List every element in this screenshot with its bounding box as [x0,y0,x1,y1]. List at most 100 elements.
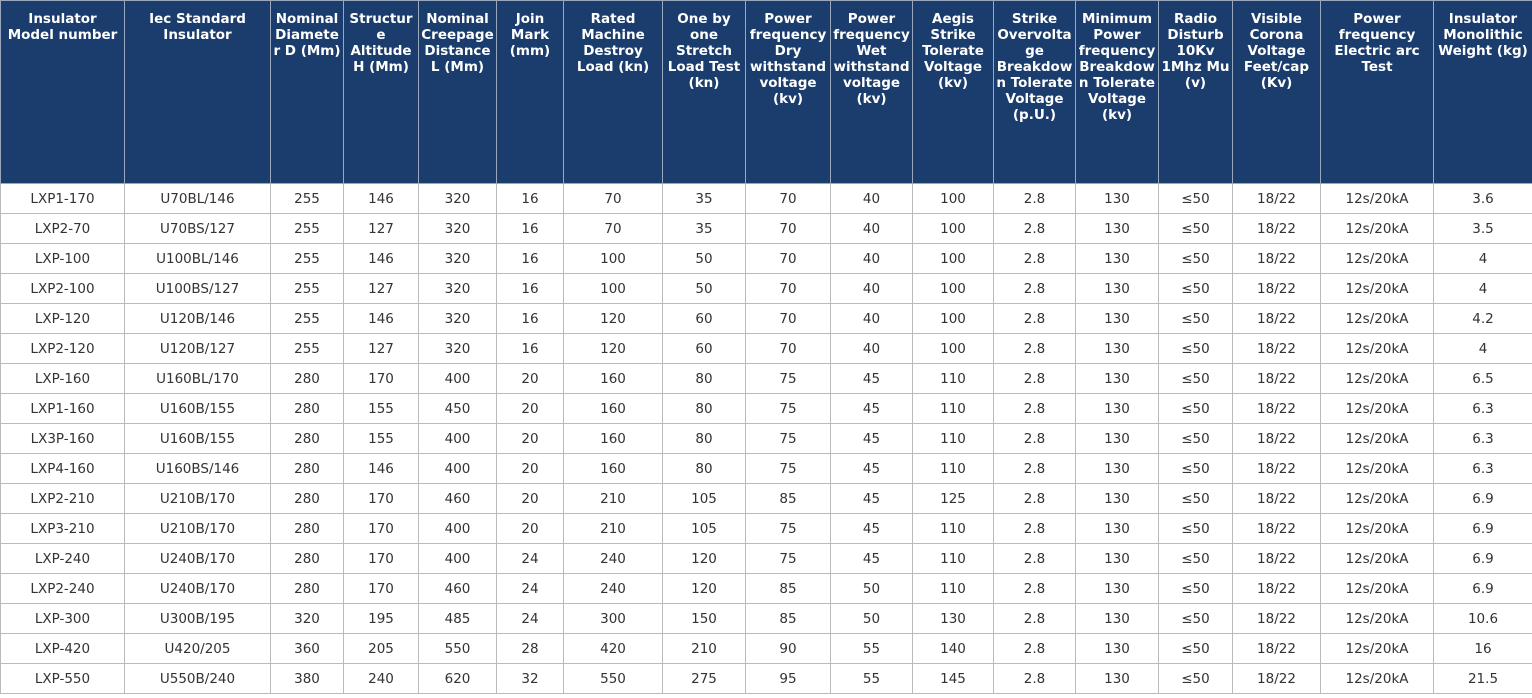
table-cell: ≤50 [1158,213,1233,244]
column-header: Aegis Strike Tolerate Voltage (kv) [912,0,994,184]
table-cell: U420/205 [124,633,271,664]
table-cell: 2.8 [993,363,1076,394]
table-cell: LXP2-240 [0,573,125,604]
table-cell: 55 [830,633,913,664]
table-cell: 130 [1075,183,1159,214]
table-cell: 550 [418,633,497,664]
table-cell: 18/22 [1232,303,1321,334]
table-row: LXP1-170 U70BL/146 255 146 320 16 70 35 70 40 100 2… [0,183,1532,214]
table-row: LXP-420 U420/205 360 205 550 28 420 210 90 55 140 2… [0,633,1532,664]
table-cell: 12s/20kA [1320,273,1434,304]
table-cell: 130 [1075,483,1159,514]
table-cell: 18/22 [1232,393,1321,424]
table-cell: ≤50 [1158,513,1233,544]
table-cell: U120B/146 [124,303,271,334]
table-cell: LXP2-210 [0,483,125,514]
table-cell: 70 [563,183,663,214]
column-header: Power frequency Electric arc Test [1320,0,1434,184]
table-cell: 3.6 [1433,183,1532,214]
table-cell: 485 [418,603,497,634]
table-cell: 32 [496,663,564,694]
table-cell: 400 [418,513,497,544]
table-cell: 100 [912,183,994,214]
table-cell: ≤50 [1158,573,1233,604]
table-cell: ≤50 [1158,633,1233,664]
table-cell: 20 [496,393,564,424]
table-cell: ≤50 [1158,453,1233,484]
column-header: Strike Overvoltage Breakdown Tolerate Vo… [993,0,1076,184]
table-cell: 40 [830,333,913,364]
table-cell: 100 [912,273,994,304]
table-row: LXP-160 U160BL/170 280 170 400 20 160 80 75 45 110… [0,363,1532,394]
table-cell: 85 [745,483,831,514]
table-cell: 280 [270,573,344,604]
table-cell: 2.8 [993,573,1076,604]
table-cell: 130 [1075,213,1159,244]
table-cell: 240 [563,573,663,604]
table-cell: 146 [343,453,419,484]
table-cell: U210B/170 [124,483,271,514]
table-cell: 170 [343,543,419,574]
table-cell: 2.8 [993,483,1076,514]
table-cell: U300B/195 [124,603,271,634]
table-cell: 210 [563,513,663,544]
table-cell: 12s/20kA [1320,483,1434,514]
table-cell: 320 [418,303,497,334]
table-cell: 50 [830,603,913,634]
table-cell: 12s/20kA [1320,333,1434,364]
table-cell: 6.9 [1433,543,1532,574]
table-cell: 12s/20kA [1320,303,1434,334]
table-cell: 130 [1075,543,1159,574]
table-cell: 4 [1433,243,1532,274]
table-cell: 45 [830,363,913,394]
table-row: LXP-550 U550B/240 380 240 620 32 550 275 95 55 145… [0,663,1532,694]
table-cell: 2.8 [993,513,1076,544]
table-cell: U120B/127 [124,333,271,364]
table-cell: 12s/20kA [1320,183,1434,214]
table-cell: 2.8 [993,423,1076,454]
table-cell: 18/22 [1232,273,1321,304]
table-cell: 70 [745,183,831,214]
table-cell: 110 [912,573,994,604]
table-cell: 70 [563,213,663,244]
table-cell: 130 [1075,633,1159,664]
table-cell: 2.8 [993,303,1076,334]
column-header: Power frequency Dry withstand voltage (k… [745,0,831,184]
table-cell: 16 [496,273,564,304]
table-cell: 18/22 [1232,573,1321,604]
table-cell: 320 [418,213,497,244]
table-cell: LXP-550 [0,663,125,694]
table-cell: 12s/20kA [1320,573,1434,604]
table-cell: 380 [270,663,344,694]
table-cell: 45 [830,453,913,484]
table-cell: 255 [270,303,344,334]
table-cell: LXP-420 [0,633,125,664]
table-cell: U160BL/170 [124,363,271,394]
table-cell: 170 [343,513,419,544]
table-cell: 127 [343,333,419,364]
table-cell: 100 [912,213,994,244]
table-cell: 16 [496,213,564,244]
header-row: Insulator Model number Iec Standard Insul… [0,0,1532,184]
table-cell: 24 [496,603,564,634]
table-cell: 75 [745,543,831,574]
table-cell: 127 [343,213,419,244]
table-cell: 40 [830,303,913,334]
table-cell: U160B/155 [124,393,271,424]
table-cell: ≤50 [1158,243,1233,274]
table-cell: 18/22 [1232,513,1321,544]
table-cell: 620 [418,663,497,694]
table-cell: 2.8 [993,543,1076,574]
table-cell: 12s/20kA [1320,423,1434,454]
table-cell: 35 [662,213,746,244]
table-cell: 280 [270,453,344,484]
table-cell: 40 [830,243,913,274]
table-cell: 80 [662,453,746,484]
table-cell: 6.3 [1433,423,1532,454]
table-cell: 35 [662,183,746,214]
table-row: LX3P-160 U160B/155 280 155 400 20 160 80 75 45 110… [0,423,1532,454]
table-cell: 12s/20kA [1320,513,1434,544]
table-cell: 50 [662,273,746,304]
